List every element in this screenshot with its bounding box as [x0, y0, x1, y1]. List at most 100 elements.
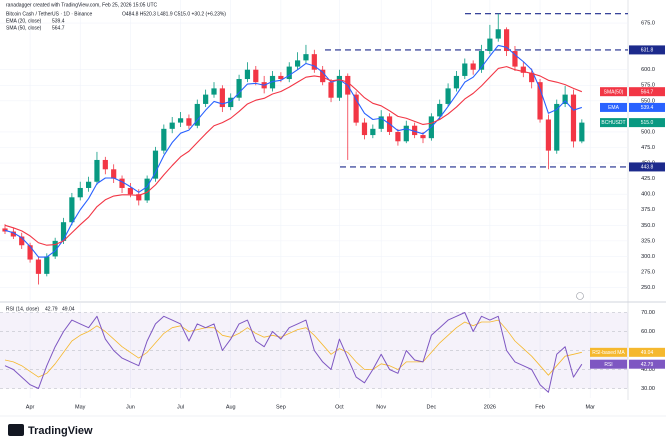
candle-body [420, 135, 426, 139]
candle-body [545, 119, 551, 151]
rsi-tag-label: 42.79 [641, 362, 654, 368]
candle-body [269, 75, 276, 89]
candle-body [228, 97, 234, 108]
x-tick-label: Oct [335, 404, 344, 410]
candle-body [370, 128, 376, 136]
rsi-ma-tag [629, 347, 665, 357]
y-tick-label: 475.0 [641, 145, 655, 151]
rsi-ma-value: 49.04 [62, 306, 75, 312]
price-tag [629, 87, 665, 97]
x-tick-label: Mar [585, 404, 595, 410]
candle-body [203, 94, 209, 104]
y-tick-label: 350.0 [641, 223, 655, 229]
y-tick-label: 550.0 [641, 98, 655, 104]
candle-body [378, 116, 384, 129]
candle-body [253, 69, 259, 83]
candle-body [19, 236, 25, 246]
price-tag-label: 539.4 [641, 105, 654, 111]
candle-body [403, 125, 409, 142]
candle-body [570, 94, 577, 142]
rsi-ma-tag-name: RSI-based MA [592, 350, 625, 356]
x-tick-label: Nov [376, 404, 386, 410]
brand: TradingView [28, 425, 93, 437]
candle-body [102, 159, 108, 170]
candle-body [512, 51, 518, 67]
tag-name: SMA(50) [604, 89, 624, 95]
candle-body [361, 122, 368, 136]
candle-body [320, 69, 326, 83]
candle-body [303, 54, 309, 61]
level-tag [629, 162, 665, 172]
rsi-tick-label: 70.00 [641, 310, 655, 316]
level-tag [629, 45, 665, 55]
candle-body [412, 125, 418, 136]
candle-body [69, 197, 75, 223]
candle-body [161, 128, 167, 151]
candle-body [44, 256, 50, 274]
legend-value: 539.4 [52, 18, 65, 24]
candle-body [211, 88, 217, 95]
tag-name-bg [600, 118, 627, 128]
rsi-tick-label: 60.00 [641, 329, 655, 335]
x-tick-label: Dec [426, 404, 436, 410]
x-tick-label: Aug [226, 404, 236, 410]
candle-body [94, 159, 100, 182]
x-tick-label: Jul [177, 404, 184, 410]
candle-body [520, 66, 526, 73]
candle-body [219, 88, 225, 108]
brand-logo [8, 424, 24, 436]
candle-body [278, 75, 284, 80]
legend-entry: EMA (20, close) [6, 18, 42, 24]
tag-name-bg [600, 102, 627, 112]
rsi-tag-name-bg [590, 359, 627, 369]
candle-body [177, 118, 184, 123]
rsi-line [4, 312, 583, 393]
candle-body [554, 103, 560, 151]
x-tick-label: May [75, 404, 86, 410]
legend-entry: SMA (50, close) [6, 25, 42, 31]
candle-body [562, 94, 568, 104]
candle-body [194, 103, 200, 126]
x-tick-label: Apr [26, 404, 35, 410]
candle-body [453, 75, 460, 89]
rsi-ma-tag-name-bg [590, 347, 627, 357]
candle-body [60, 222, 67, 241]
candle-body [286, 66, 292, 80]
level-tag-label: 443.8 [641, 165, 654, 171]
candle-body [86, 181, 92, 188]
rsi-tick-label: 40.00 [641, 367, 655, 373]
candle-body [77, 187, 83, 198]
candle-body [295, 60, 301, 67]
y-tick-label: 425.0 [641, 176, 655, 182]
legend-value: 564.7 [52, 25, 65, 31]
icon [576, 292, 584, 300]
rsi-tag-name: RSI [604, 362, 612, 368]
y-tick-label: 600.0 [641, 67, 655, 73]
y-tick-label: 275.0 [641, 269, 655, 275]
candle-body [495, 29, 501, 39]
candle-body [52, 240, 58, 257]
y-tick-label: 325.0 [641, 238, 655, 244]
y-tick-label: 500.0 [641, 129, 655, 135]
y-tick-label: 375.0 [641, 207, 655, 213]
price-tag-label: 564.7 [641, 89, 654, 95]
candle-body [152, 150, 159, 179]
y-tick-label: 400.0 [641, 192, 655, 198]
candle-body [336, 75, 342, 98]
candle-body [353, 94, 359, 123]
tag-name: EMA [608, 105, 620, 111]
candle-body [119, 178, 125, 188]
candle-body [136, 194, 142, 201]
chart-title: Bitcoin Cash / TetherUS · 1D · Binance [6, 11, 93, 17]
candle-body [144, 178, 150, 201]
rsi-tag [629, 359, 665, 369]
tag-name: BCHUSDT [601, 120, 625, 126]
attribution: ranadagger created with TradingView.com,… [6, 2, 157, 8]
rsi-title: RSI (14, close) [6, 306, 39, 312]
candle-body [462, 63, 468, 76]
candle-body [111, 169, 117, 179]
indicator-line [4, 66, 583, 246]
